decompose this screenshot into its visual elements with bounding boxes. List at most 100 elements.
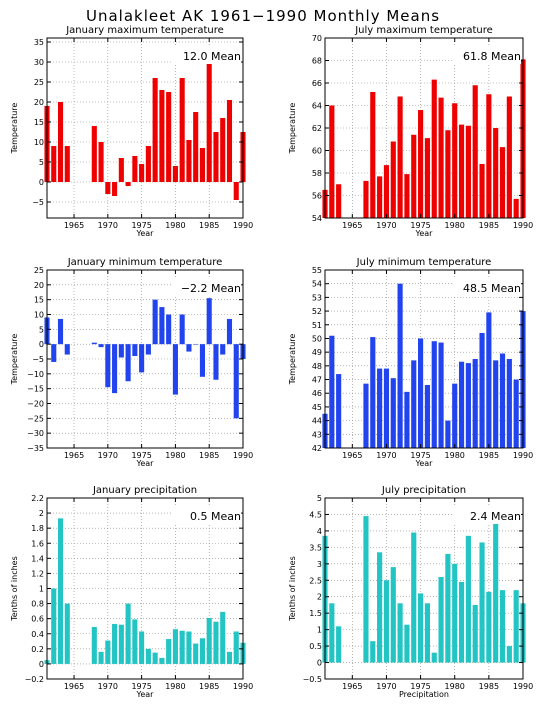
bar-1972 (397, 96, 403, 218)
x-tick-label: 1980 (165, 451, 185, 460)
mean-label: 2.4 Mean (470, 510, 521, 523)
bar-1981 (458, 581, 465, 663)
bar-1969 (98, 651, 104, 664)
chart-title: January precipitation (92, 485, 197, 496)
mean-label: 61.8 Mean (463, 50, 521, 63)
bar-1988 (506, 96, 512, 218)
y-tick-label: 0 (39, 660, 44, 669)
x-tick-label: 1965 (64, 221, 84, 230)
y-axis-label: Tenths of inches (10, 556, 19, 622)
y-tick-label: 3 (317, 560, 322, 569)
bar-1968 (370, 641, 376, 663)
bar-1970 (383, 368, 390, 448)
y-tick-label: 70 (312, 34, 322, 43)
bar-1975 (139, 631, 145, 664)
bar-1969 (377, 368, 383, 448)
bar-1980 (452, 383, 458, 448)
y-tick-label: 54 (312, 280, 322, 289)
bar-1979 (445, 130, 451, 218)
y-tick-label: −20 (27, 400, 44, 409)
bar-1974 (411, 532, 417, 663)
bar-1976 (424, 603, 430, 663)
bar-1984 (479, 164, 485, 218)
y-tick-label: 0 (39, 340, 44, 349)
bar-1986 (213, 344, 219, 380)
y-tick-label: −0.5 (303, 675, 322, 684)
bar-1978 (159, 307, 165, 345)
bar-1972 (397, 603, 403, 663)
x-tick-label: 1975 (410, 682, 430, 691)
y-tick-label: 30 (34, 58, 44, 67)
x-tick-label: 1975 (131, 451, 151, 460)
y-tick-label: −5 (32, 198, 44, 207)
bar-1972 (397, 283, 403, 448)
bar-1975 (139, 344, 145, 373)
bar-1982 (465, 363, 471, 448)
bar-1975 (418, 593, 424, 663)
x-tick-label: 1985 (479, 451, 499, 460)
y-tick-label: 50 (312, 334, 322, 343)
x-tick-label: 1980 (445, 451, 465, 460)
bar-1987 (499, 590, 506, 663)
x-tick-label: 1970 (376, 221, 396, 230)
y-tick-label: 25 (34, 78, 44, 87)
plot-frame (324, 269, 524, 449)
y-tick-label: 60 (312, 147, 322, 156)
bar-1988 (226, 651, 233, 664)
y-axis-label: Temperature (10, 103, 19, 155)
bar-1963 (57, 318, 64, 345)
x-tick-label: 1975 (410, 221, 430, 230)
y-tick-label: 0.5 (309, 642, 322, 651)
bar-1971 (390, 378, 396, 448)
bar-1969 (98, 344, 104, 348)
bar-1962 (329, 105, 335, 218)
mean-label: 48.5 Mean (463, 282, 521, 295)
bar-1981 (179, 314, 185, 345)
bar-1987 (499, 353, 506, 448)
bar-1983 (193, 643, 199, 664)
bar-1962 (51, 588, 57, 664)
bar-1964 (64, 146, 70, 182)
bar-1989 (513, 379, 519, 448)
y-tick-label: 1 (39, 585, 44, 594)
bar-1977 (431, 341, 437, 448)
bar-1970 (105, 182, 111, 194)
bar-1978 (438, 576, 444, 663)
bar-1981 (179, 78, 185, 182)
y-tick-label: 58 (312, 169, 322, 178)
bar-1962 (51, 146, 57, 182)
y-tick-label: 1.5 (309, 609, 322, 618)
bar-1972 (118, 624, 124, 664)
bar-1974 (132, 344, 138, 357)
bar-1973 (404, 391, 410, 448)
bar-1973 (404, 624, 410, 663)
bar-1975 (139, 164, 145, 182)
bar-1981 (458, 124, 465, 218)
bar-1981 (458, 361, 465, 448)
bar-1976 (424, 138, 430, 218)
bar-1971 (390, 141, 396, 218)
bar-1985 (206, 617, 212, 664)
x-tick-label: 1985 (479, 682, 499, 691)
bar-1963 (336, 626, 342, 663)
y-tick-label: 46 (312, 389, 322, 398)
bar-1985 (206, 62, 212, 182)
y-tick-label: 15 (34, 296, 44, 305)
bar-1984 (199, 344, 205, 377)
mean-label: 0.5 Mean (190, 510, 241, 523)
y-tick-label: 4.5 (309, 510, 322, 519)
y-tick-label: −30 (27, 429, 44, 438)
bar-1971 (390, 567, 396, 663)
bar-1963 (336, 374, 342, 448)
y-tick-label: 0.2 (31, 645, 44, 654)
mean-label-bg (453, 47, 521, 64)
y-tick-label: 5 (39, 158, 44, 167)
bar-1968 (91, 126, 97, 182)
y-tick-label: 55 (312, 266, 322, 275)
chart-title: January maximum temperature (65, 25, 224, 36)
y-tick-label: 4 (317, 527, 322, 536)
bar-1982 (186, 140, 192, 182)
x-axis-label: Year (136, 690, 155, 699)
bar-1976 (145, 648, 151, 664)
y-tick-label: 0.8 (31, 600, 44, 609)
